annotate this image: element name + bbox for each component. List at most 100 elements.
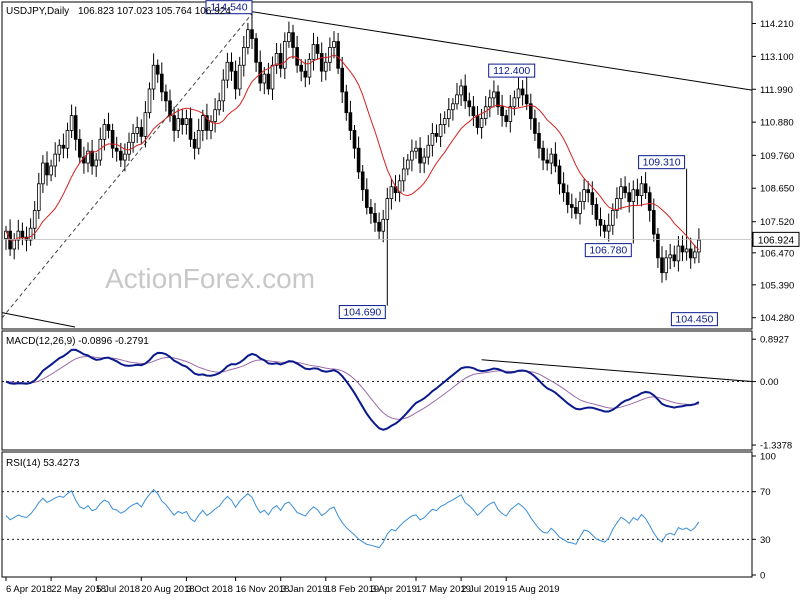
candle-body xyxy=(323,61,328,72)
price-annotation-box xyxy=(670,312,718,327)
candle-body xyxy=(647,192,652,211)
candle-body xyxy=(516,88,521,99)
candle-body xyxy=(16,230,21,241)
candle-body xyxy=(360,171,365,191)
candle-body xyxy=(606,224,611,232)
price-annotation-label: 104.450 xyxy=(675,314,713,326)
candle-body xyxy=(553,153,558,167)
price-axis-label: 104.280 xyxy=(760,313,794,324)
date-axis-label: 22 May 2018 xyxy=(51,584,106,595)
candle-body xyxy=(643,183,648,194)
candle-body xyxy=(37,183,41,211)
candle-body xyxy=(151,64,156,90)
candle-body xyxy=(697,239,701,253)
candle-body xyxy=(78,138,82,158)
price-axis-label: 107.520 xyxy=(760,217,794,228)
rsi-axis-label: 0 xyxy=(760,571,765,582)
price-axis-label: 108.650 xyxy=(760,184,794,195)
rsi-line xyxy=(5,488,700,549)
candle-body xyxy=(188,118,193,140)
candle-body xyxy=(623,186,627,194)
rsi-axis-label: 30 xyxy=(760,535,771,546)
candle-body xyxy=(364,189,369,208)
candle-body xyxy=(336,41,340,69)
price-annotation-label: 109.310 xyxy=(643,157,681,169)
price-axis-label: 106.470 xyxy=(760,248,794,259)
candle-body xyxy=(446,109,451,119)
candle-body xyxy=(246,29,250,48)
candle-body xyxy=(135,127,140,134)
candle-body xyxy=(656,233,660,259)
macd-axis-label: 0.8927 xyxy=(760,335,789,346)
candle-body xyxy=(668,254,672,259)
candle-body xyxy=(114,147,119,152)
symbol-label: USDJPY,Daily xyxy=(6,6,69,17)
candle-body xyxy=(508,106,513,122)
candle-body xyxy=(619,186,623,199)
candle-body xyxy=(90,150,94,167)
candle-body xyxy=(377,221,381,232)
rsi-panel-frame xyxy=(1,451,753,578)
candle-body xyxy=(344,91,349,114)
price-axis-label: 111.990 xyxy=(760,85,793,96)
candle-body xyxy=(237,64,242,90)
candle-body xyxy=(684,248,689,253)
candle-body xyxy=(45,162,49,176)
macd-label: MACD(12,26,9) -0.0896 -0.2791 xyxy=(6,336,149,347)
candle-body xyxy=(340,67,344,93)
candle-body xyxy=(463,85,467,102)
candle-body xyxy=(479,118,484,128)
candle-body xyxy=(483,106,488,119)
candle-body xyxy=(549,153,554,164)
price-annotation-label: 104.690 xyxy=(343,307,381,319)
candle-body xyxy=(299,64,303,72)
candle-body xyxy=(598,218,603,226)
candle-body xyxy=(664,257,668,274)
date-axis-label: 3 Oct 2018 xyxy=(186,584,232,595)
candle-body xyxy=(352,130,357,149)
candle-body xyxy=(282,41,287,69)
candle-body xyxy=(20,230,25,238)
candle-body xyxy=(307,58,312,78)
candle-body xyxy=(225,61,230,81)
price-annotation-box xyxy=(638,155,686,170)
candle-body xyxy=(389,186,394,199)
candle-body xyxy=(639,183,644,197)
price-axis-label: 113.100 xyxy=(760,52,794,63)
candle-body xyxy=(205,115,209,131)
candle-body xyxy=(410,150,414,161)
candle-body xyxy=(53,153,57,167)
candle-body xyxy=(315,44,320,54)
date-axis-label: 5 Jul 2018 xyxy=(96,584,140,595)
candle-body xyxy=(422,156,426,164)
price-axis-label: 114.210 xyxy=(760,19,794,30)
candle-body xyxy=(688,248,693,259)
candle-body xyxy=(578,201,582,214)
candle-body xyxy=(434,133,439,137)
candle-body xyxy=(471,106,476,117)
macd-panel-frame xyxy=(1,330,753,451)
macd-trendline xyxy=(481,359,753,383)
candle-body xyxy=(426,144,431,158)
candle-body xyxy=(397,180,402,194)
moving-average-line xyxy=(5,54,700,251)
candle-body xyxy=(164,91,168,102)
price-annotation-box xyxy=(584,243,632,258)
candle-body xyxy=(442,118,447,125)
candle-body xyxy=(529,103,533,119)
macd-axis-label: 0.00 xyxy=(760,377,779,388)
candle-body xyxy=(672,254,677,262)
candle-body xyxy=(381,218,385,232)
candle-body xyxy=(278,53,283,69)
candle-body xyxy=(496,91,500,108)
candle-body xyxy=(65,130,70,149)
date-axis-label: 2 Jul 2019 xyxy=(461,584,505,595)
macd-line xyxy=(5,348,700,431)
date-axis-label: 20 Aug 2018 xyxy=(141,584,194,595)
candle-body xyxy=(504,115,508,122)
date-axis-label: 3 Apr 2019 xyxy=(371,584,417,595)
candle-body xyxy=(287,32,291,42)
candle-body xyxy=(159,73,164,93)
price-annotation-label: 106.780 xyxy=(589,245,627,257)
